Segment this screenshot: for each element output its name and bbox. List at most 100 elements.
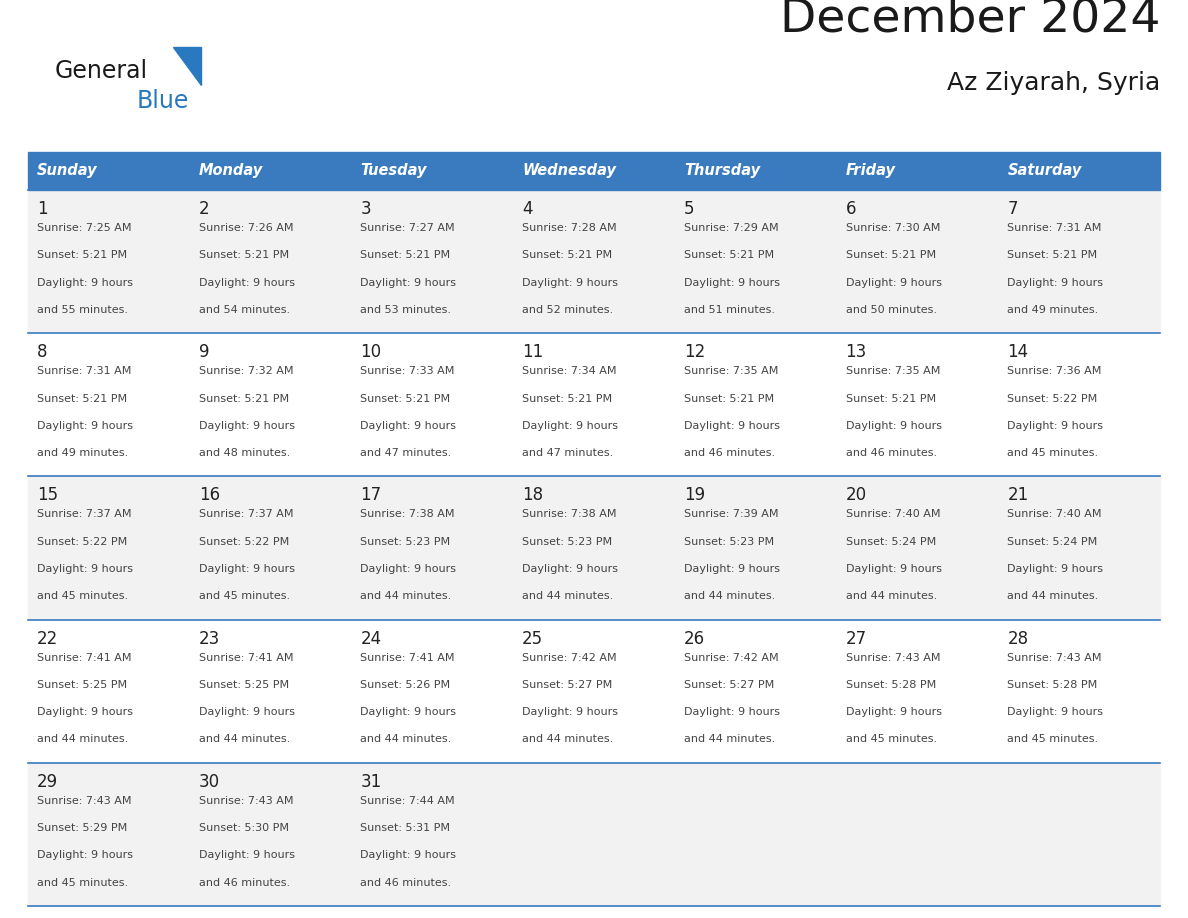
Text: Sunset: 5:25 PM: Sunset: 5:25 PM: [198, 680, 289, 690]
Bar: [998, 476, 1159, 620]
Text: Daylight: 9 hours: Daylight: 9 hours: [37, 707, 133, 717]
Text: Tuesday: Tuesday: [360, 163, 426, 178]
Text: Sunset: 5:21 PM: Sunset: 5:21 PM: [846, 394, 936, 404]
Text: and 50 minutes.: and 50 minutes.: [846, 305, 936, 315]
Text: Sunrise: 7:33 AM: Sunrise: 7:33 AM: [360, 366, 455, 376]
Text: Sunset: 5:21 PM: Sunset: 5:21 PM: [198, 251, 289, 261]
Text: Daylight: 9 hours: Daylight: 9 hours: [1007, 420, 1104, 431]
Text: Sunset: 5:28 PM: Sunset: 5:28 PM: [846, 680, 936, 690]
Text: Sunset: 5:29 PM: Sunset: 5:29 PM: [37, 823, 127, 834]
Text: and 46 minutes.: and 46 minutes.: [360, 878, 451, 888]
Text: Sunset: 5:21 PM: Sunset: 5:21 PM: [198, 394, 289, 404]
Text: Sunset: 5:21 PM: Sunset: 5:21 PM: [846, 251, 936, 261]
Bar: [513, 620, 675, 763]
Text: Sunset: 5:24 PM: Sunset: 5:24 PM: [1007, 537, 1098, 547]
Bar: [998, 620, 1159, 763]
Bar: [352, 476, 513, 620]
Text: General: General: [55, 59, 148, 83]
Bar: [352, 190, 513, 333]
Text: Sunrise: 7:37 AM: Sunrise: 7:37 AM: [37, 509, 132, 520]
Text: 21: 21: [1007, 487, 1029, 504]
Bar: [29, 333, 190, 476]
Text: Sunrise: 7:27 AM: Sunrise: 7:27 AM: [360, 223, 455, 233]
Text: Sunset: 5:21 PM: Sunset: 5:21 PM: [37, 251, 127, 261]
Bar: [675, 476, 836, 620]
Text: 14: 14: [1007, 343, 1029, 361]
Text: Sunset: 5:23 PM: Sunset: 5:23 PM: [360, 537, 450, 547]
Text: Sunrise: 7:40 AM: Sunrise: 7:40 AM: [1007, 509, 1101, 520]
Text: Sunset: 5:22 PM: Sunset: 5:22 PM: [37, 537, 127, 547]
Text: 28: 28: [1007, 630, 1029, 647]
Text: 2: 2: [198, 200, 209, 218]
Text: Sunrise: 7:43 AM: Sunrise: 7:43 AM: [37, 796, 132, 806]
Text: Sunday: Sunday: [37, 163, 97, 178]
Text: December 2024: December 2024: [779, 0, 1159, 42]
Text: 6: 6: [846, 200, 857, 218]
Text: Sunset: 5:31 PM: Sunset: 5:31 PM: [360, 823, 450, 834]
Text: Daylight: 9 hours: Daylight: 9 hours: [846, 420, 942, 431]
Text: Sunset: 5:21 PM: Sunset: 5:21 PM: [1007, 251, 1098, 261]
Text: Sunrise: 7:43 AM: Sunrise: 7:43 AM: [198, 796, 293, 806]
Text: Daylight: 9 hours: Daylight: 9 hours: [846, 564, 942, 574]
Text: Daylight: 9 hours: Daylight: 9 hours: [37, 420, 133, 431]
Text: Sunrise: 7:35 AM: Sunrise: 7:35 AM: [846, 366, 940, 376]
Text: 20: 20: [846, 487, 867, 504]
Text: Wednesday: Wednesday: [523, 163, 617, 178]
Text: and 54 minutes.: and 54 minutes.: [198, 305, 290, 315]
Text: and 52 minutes.: and 52 minutes.: [523, 305, 613, 315]
Text: Sunrise: 7:44 AM: Sunrise: 7:44 AM: [360, 796, 455, 806]
Bar: [513, 476, 675, 620]
Bar: [675, 333, 836, 476]
Text: 15: 15: [37, 487, 58, 504]
Text: Daylight: 9 hours: Daylight: 9 hours: [846, 277, 942, 287]
Text: Sunset: 5:21 PM: Sunset: 5:21 PM: [684, 251, 775, 261]
Text: Daylight: 9 hours: Daylight: 9 hours: [684, 420, 779, 431]
Bar: [675, 620, 836, 763]
Text: 27: 27: [846, 630, 867, 647]
Text: Daylight: 9 hours: Daylight: 9 hours: [523, 707, 618, 717]
Text: and 44 minutes.: and 44 minutes.: [684, 591, 775, 601]
Text: and 45 minutes.: and 45 minutes.: [1007, 448, 1099, 458]
Bar: [29, 190, 190, 333]
Text: Daylight: 9 hours: Daylight: 9 hours: [684, 277, 779, 287]
Text: and 53 minutes.: and 53 minutes.: [360, 305, 451, 315]
Text: Sunset: 5:21 PM: Sunset: 5:21 PM: [523, 394, 612, 404]
Bar: [513, 333, 675, 476]
Text: Sunrise: 7:37 AM: Sunrise: 7:37 AM: [198, 509, 293, 520]
Text: and 46 minutes.: and 46 minutes.: [684, 448, 775, 458]
Text: and 45 minutes.: and 45 minutes.: [846, 734, 936, 744]
Text: and 55 minutes.: and 55 minutes.: [37, 305, 128, 315]
Text: and 49 minutes.: and 49 minutes.: [1007, 305, 1099, 315]
Bar: [836, 476, 998, 620]
Text: 18: 18: [523, 487, 543, 504]
Bar: [29, 152, 1159, 190]
Text: 12: 12: [684, 343, 706, 361]
Bar: [190, 190, 352, 333]
Text: 26: 26: [684, 630, 704, 647]
Text: Sunset: 5:21 PM: Sunset: 5:21 PM: [360, 251, 450, 261]
Text: Sunrise: 7:30 AM: Sunrise: 7:30 AM: [846, 223, 940, 233]
Text: 23: 23: [198, 630, 220, 647]
Text: Sunrise: 7:41 AM: Sunrise: 7:41 AM: [198, 653, 293, 663]
Text: 31: 31: [360, 773, 381, 790]
Text: Daylight: 9 hours: Daylight: 9 hours: [360, 564, 456, 574]
Bar: [190, 476, 352, 620]
Text: Sunrise: 7:32 AM: Sunrise: 7:32 AM: [198, 366, 293, 376]
Text: Thursday: Thursday: [684, 163, 760, 178]
Text: Sunrise: 7:38 AM: Sunrise: 7:38 AM: [360, 509, 455, 520]
Text: Sunset: 5:25 PM: Sunset: 5:25 PM: [37, 680, 127, 690]
Bar: [675, 763, 836, 906]
Text: Sunrise: 7:41 AM: Sunrise: 7:41 AM: [360, 653, 455, 663]
Polygon shape: [173, 47, 201, 85]
Text: Daylight: 9 hours: Daylight: 9 hours: [198, 420, 295, 431]
Text: 30: 30: [198, 773, 220, 790]
Text: and 44 minutes.: and 44 minutes.: [1007, 591, 1099, 601]
Text: and 51 minutes.: and 51 minutes.: [684, 305, 775, 315]
Text: and 44 minutes.: and 44 minutes.: [360, 591, 451, 601]
Text: 7: 7: [1007, 200, 1018, 218]
Text: Sunset: 5:21 PM: Sunset: 5:21 PM: [37, 394, 127, 404]
Text: Sunset: 5:21 PM: Sunset: 5:21 PM: [684, 394, 775, 404]
Text: Sunset: 5:28 PM: Sunset: 5:28 PM: [1007, 680, 1098, 690]
Text: Sunset: 5:27 PM: Sunset: 5:27 PM: [523, 680, 612, 690]
Bar: [836, 763, 998, 906]
